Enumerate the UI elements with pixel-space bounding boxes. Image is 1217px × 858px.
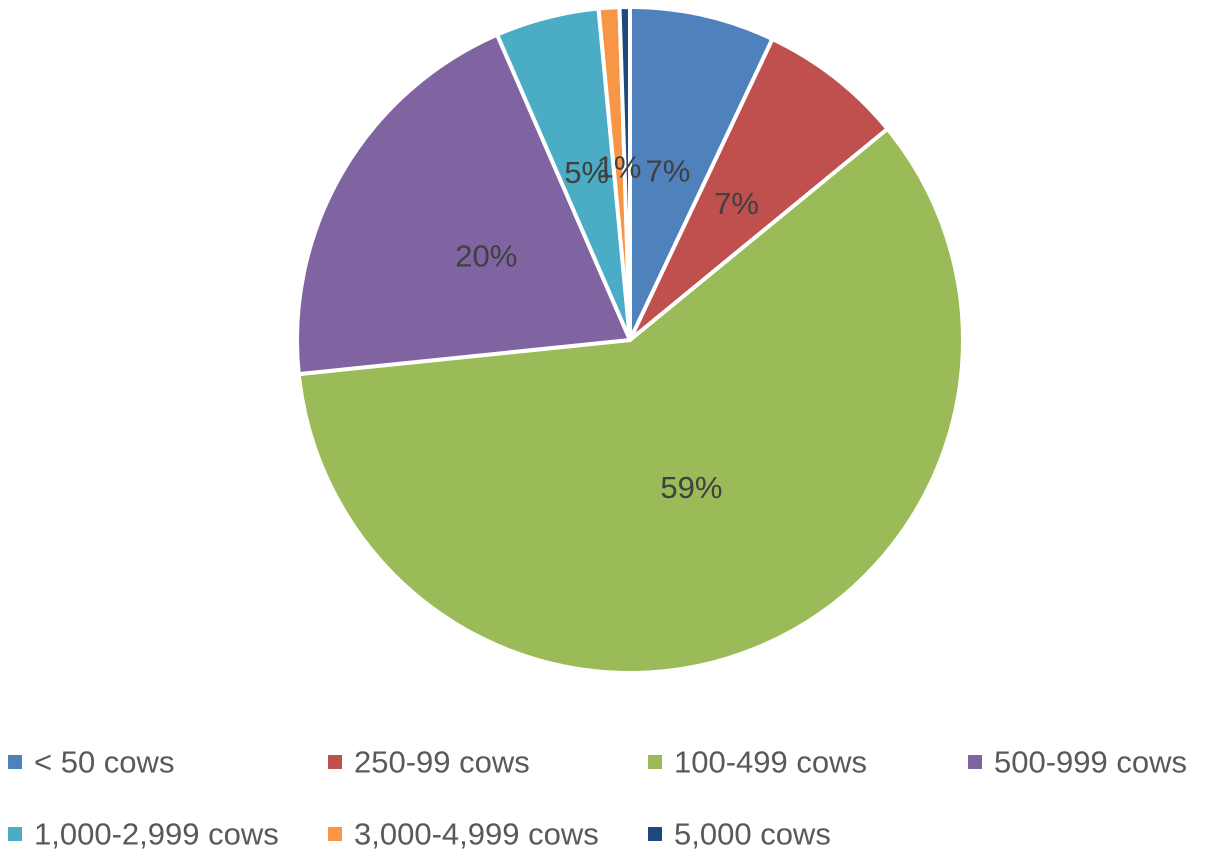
data-label-1-000-2-999-cows: 5% bbox=[564, 155, 609, 190]
pie-slice-250-99-cows bbox=[628, 37, 890, 342]
pie-slice-500-999-cows bbox=[295, 32, 632, 377]
pie-slice-5-000-cows bbox=[617, 5, 632, 342]
legend-item-1-000-2-999-cows: 1,000-2,999 cows bbox=[8, 817, 279, 852]
legend-swatch bbox=[648, 827, 662, 841]
pie-slice-50-cows bbox=[628, 5, 775, 342]
legend-swatch bbox=[648, 755, 662, 769]
legend-label: 3,000-4,999 cows bbox=[354, 817, 599, 852]
legend-label: 1,000-2,999 cows bbox=[34, 817, 279, 852]
legend-item-250-99-cows: 250-99 cows bbox=[328, 745, 530, 780]
legend-label: 100-499 cows bbox=[674, 745, 867, 780]
data-label-3-000-4-999-cows: 1% bbox=[597, 150, 642, 185]
legend-item-3-000-4-999-cows: 3,000-4,999 cows bbox=[328, 817, 599, 852]
chart-legend: < 50 cows 250-99 cows 100-499 cows 500-999 … bbox=[8, 745, 1187, 852]
legend-item-500-999-cows: 500-999 cows bbox=[968, 745, 1187, 780]
data-label-250-99-cows: 7% bbox=[714, 186, 759, 221]
legend-label: 500-999 cows bbox=[994, 745, 1187, 780]
legend-item-5-000-cows: 5,000 cows bbox=[648, 817, 831, 852]
data-label-500-999-cows: 20% bbox=[455, 238, 517, 273]
legend-item-100-499-cows: 100-499 cows bbox=[648, 745, 867, 780]
data-label-50-cows: 7% bbox=[646, 154, 691, 189]
legend-item-50-cows: < 50 cows bbox=[8, 745, 174, 780]
legend-label: 250-99 cows bbox=[354, 745, 530, 780]
legend-label: < 50 cows bbox=[34, 745, 174, 780]
legend-swatch bbox=[328, 755, 342, 769]
legend-swatch bbox=[328, 827, 342, 841]
legend-swatch bbox=[8, 827, 22, 841]
data-label-100-499-cows: 59% bbox=[660, 470, 722, 505]
pie-data-labels: 7% 7% 59% 20% 5%1% bbox=[455, 150, 759, 505]
pie-slice-100-499-cows bbox=[296, 126, 965, 675]
pie-slices bbox=[295, 5, 965, 675]
legend-swatch bbox=[8, 755, 22, 769]
legend-swatch bbox=[968, 755, 982, 769]
legend-label: 5,000 cows bbox=[674, 817, 831, 852]
